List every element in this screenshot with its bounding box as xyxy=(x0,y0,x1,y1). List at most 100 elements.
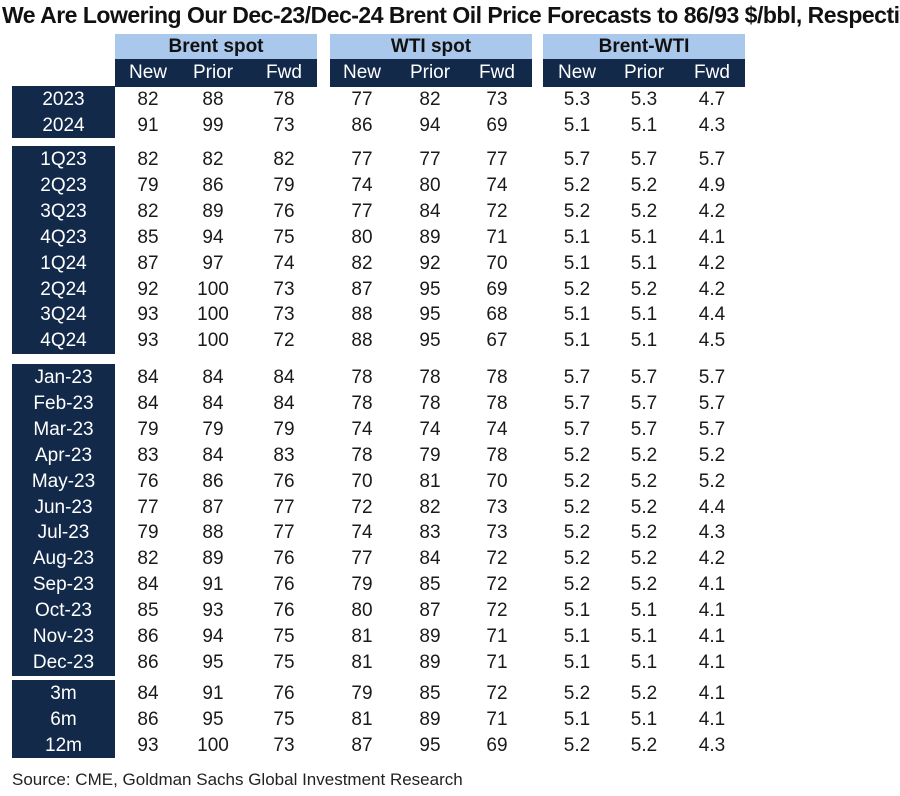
table-cell: 84 xyxy=(137,367,159,388)
table-cell: 4.7 xyxy=(698,89,726,110)
table-cell: 5.1 xyxy=(563,651,591,673)
row-label: 12m xyxy=(45,734,82,756)
table-cell: 79 xyxy=(351,574,373,596)
table-cell: 77 xyxy=(486,149,508,170)
table-cell: 5.7 xyxy=(630,418,658,440)
table-cell: 89 xyxy=(419,626,441,647)
table-cell: 5.1 xyxy=(630,226,658,248)
table-cell: 5.2 xyxy=(563,278,591,300)
table-cell: 77 xyxy=(419,149,441,170)
table-cell: 5.7 xyxy=(698,367,726,388)
row-label: 1Q23 xyxy=(40,149,87,170)
table-cell: 5.1 xyxy=(630,252,658,274)
table-cell: 72 xyxy=(486,683,508,704)
table-cell: 5.3 xyxy=(563,89,591,110)
table-cell: 88 xyxy=(202,522,224,544)
column-group-header: Brent-WTI xyxy=(543,34,745,59)
table-cell: 76 xyxy=(273,574,295,596)
table-cell: 79 xyxy=(273,418,295,440)
table-cell: 78 xyxy=(486,444,508,466)
table-cell: 84 xyxy=(137,392,159,414)
table-cell: 5.7 xyxy=(698,418,726,440)
row-label: 2Q24 xyxy=(40,278,87,300)
table-cell: 77 xyxy=(351,89,373,110)
column-subheader-bar xyxy=(115,59,317,87)
table-cell: 5.2 xyxy=(563,174,591,196)
table-cell: 5.1 xyxy=(630,114,658,136)
table-cell: 5.1 xyxy=(563,626,591,647)
table-cell: 5.7 xyxy=(630,149,658,170)
row-group-block xyxy=(12,364,115,676)
table-cell: 97 xyxy=(202,252,224,274)
table-cell: 5.2 xyxy=(563,683,591,704)
table-cell: 5.2 xyxy=(630,496,658,518)
table-cell: 5.2 xyxy=(563,200,591,222)
table-cell: 5.1 xyxy=(630,626,658,647)
table-cell: 75 xyxy=(273,626,295,647)
table-cell: 5.7 xyxy=(698,392,726,414)
table-cell: 74 xyxy=(273,252,295,274)
table-cell: 79 xyxy=(137,174,159,196)
table-cell: 76 xyxy=(137,470,159,492)
table-cell: 5.1 xyxy=(630,708,658,730)
table-cell: 78 xyxy=(351,444,373,466)
source-note: Source: CME, Goldman Sachs Global Invest… xyxy=(12,770,463,789)
table-cell: 5.7 xyxy=(563,392,591,414)
table-cell: 86 xyxy=(202,470,224,492)
row-label: May-23 xyxy=(31,470,96,492)
table-cell: 89 xyxy=(419,651,441,673)
column-header: Prior xyxy=(623,62,665,83)
table-cell: 87 xyxy=(351,734,373,756)
row-label: 2023 xyxy=(42,89,85,110)
table-cell: 73 xyxy=(273,304,295,326)
table-cell: 82 xyxy=(137,89,159,110)
row-group-block xyxy=(12,146,115,354)
table-cell: 5.2 xyxy=(630,734,658,756)
table-cell: 85 xyxy=(419,683,441,704)
table-cell: 4.1 xyxy=(698,626,726,647)
table-cell: 79 xyxy=(273,174,295,196)
table-cell: 70 xyxy=(486,470,508,492)
table-cell: 78 xyxy=(351,367,373,388)
table-cell: 5.1 xyxy=(563,708,591,730)
table-cell: 93 xyxy=(137,734,159,756)
row-label: 3m xyxy=(50,683,77,704)
table-cell: 100 xyxy=(197,278,229,300)
table-cell: 95 xyxy=(419,330,441,352)
table-cell: 72 xyxy=(486,574,508,596)
table-cell: 5.1 xyxy=(563,252,591,274)
table-cell: 85 xyxy=(419,574,441,596)
table-cell: 81 xyxy=(419,470,441,492)
table-cell: 4.5 xyxy=(698,330,726,352)
table-cell: 82 xyxy=(273,149,295,170)
table-cell: 73 xyxy=(486,89,508,110)
table-cell: 73 xyxy=(486,496,508,518)
table-cell: 92 xyxy=(419,252,441,274)
table-cell: 4.1 xyxy=(698,600,726,622)
table-cell: 84 xyxy=(419,548,441,570)
table-cell: 79 xyxy=(202,418,224,440)
table-cell: 74 xyxy=(351,522,373,544)
table-cell: 89 xyxy=(202,548,224,570)
table-cell: 69 xyxy=(486,278,508,300)
table-cell: 95 xyxy=(202,651,224,673)
table-cell: 5.2 xyxy=(630,278,658,300)
row-label: 6m xyxy=(50,708,77,730)
table-cell: 94 xyxy=(202,226,224,248)
table-cell: 73 xyxy=(273,114,295,136)
table-cell: 5.1 xyxy=(630,600,658,622)
table-cell: 72 xyxy=(486,600,508,622)
table-cell: 5.2 xyxy=(630,470,658,492)
table-cell: 81 xyxy=(351,708,373,730)
row-label: 2Q23 xyxy=(40,174,87,196)
table-cell: 95 xyxy=(419,278,441,300)
table-cell: 87 xyxy=(202,496,224,518)
row-label: 2024 xyxy=(42,114,85,136)
table-cell: 4.1 xyxy=(698,226,726,248)
table-cell: 84 xyxy=(202,367,224,388)
table-cell: 77 xyxy=(351,548,373,570)
table-cell: 86 xyxy=(137,651,159,673)
row-label: Mar-23 xyxy=(33,418,94,440)
table-cell: 91 xyxy=(137,114,159,136)
table-cell: 88 xyxy=(351,330,373,352)
